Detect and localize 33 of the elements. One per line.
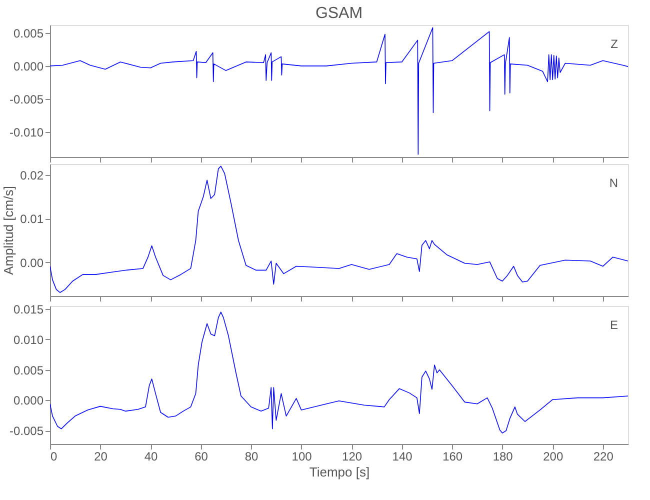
x-tick-label: 40 [144,450,158,464]
x-axis-title: Tiempo [s] [309,464,370,480]
x-tick-label: 180 [492,450,514,464]
y-tick-label: -0.005 [9,92,44,106]
y-axis-title: Amplitud [cm/s] [1,186,16,275]
x-tick-label: 100 [292,450,312,464]
x-tick-label: 60 [194,450,208,464]
y-tick-label: 0.00 [20,256,44,270]
line-series [50,312,628,434]
x-tick-label: 140 [392,450,413,464]
annotation: N [609,176,618,190]
x-tick-label: 120 [342,450,362,464]
line-series [50,27,628,155]
line-series [50,166,628,293]
annotation: E [610,318,618,332]
x-tick-label: 0 [50,450,58,464]
x-tick-label: 20 [94,450,108,464]
chart-title: GSAM [315,5,363,22]
y-tick-label: 0.02 [20,168,44,182]
y-tick-label: 0.000 [13,59,44,74]
y-tick-label: 0.005 [13,363,44,378]
x-tick-label: 160 [442,450,463,464]
y-tick-label: 0.005 [13,26,44,40]
x-tick-label: 80 [244,450,259,464]
y-tick-label: 0.01 [20,212,44,226]
y-tick-label: 0.000 [13,394,44,408]
annotation: Z [610,37,618,51]
y-tick-label: -0.005 [9,424,44,438]
y-tick-label: 0.010 [13,332,44,347]
x-tick-label: 200 [543,450,564,464]
y-tick-label: 0.015 [13,302,44,317]
x-tick-label: 220 [593,450,614,464]
y-tick-label: -0.010 [9,125,44,140]
